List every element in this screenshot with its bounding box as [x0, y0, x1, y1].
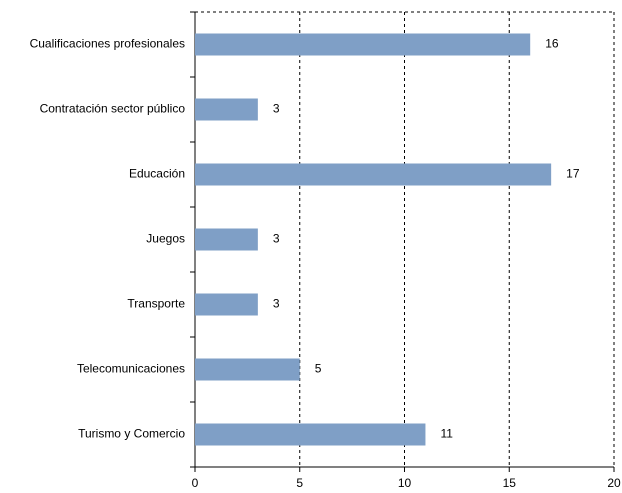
y-tick-label: Cualificaciones profesionales: [30, 37, 185, 51]
y-tick-label: Juegos: [146, 232, 185, 246]
bar: [195, 98, 258, 121]
y-tick-label: Contratación sector público: [40, 102, 186, 116]
value-label: 17: [566, 167, 580, 181]
bar: [195, 33, 531, 56]
x-tick-label: 20: [607, 476, 621, 490]
bar: [195, 358, 300, 381]
value-label: 16: [545, 37, 559, 51]
bar: [195, 163, 552, 186]
value-label: 5: [315, 362, 322, 376]
y-tick-label: Telecomunicaciones: [77, 362, 185, 376]
y-tick-label: Educación: [129, 167, 185, 181]
bar: [195, 228, 258, 251]
x-tick-label: 10: [398, 476, 412, 490]
value-label: 3: [273, 232, 280, 246]
x-tick-label: 5: [296, 476, 303, 490]
value-label: 3: [273, 297, 280, 311]
value-label: 11: [440, 427, 453, 441]
y-tick-label: Turismo y Comercio: [78, 427, 185, 441]
value-label: 3: [273, 102, 280, 116]
bar: [195, 293, 258, 316]
x-tick-label: 15: [503, 476, 517, 490]
bar: [195, 423, 426, 446]
y-tick-label: Transporte: [127, 297, 185, 311]
x-tick-label: 0: [192, 476, 199, 490]
